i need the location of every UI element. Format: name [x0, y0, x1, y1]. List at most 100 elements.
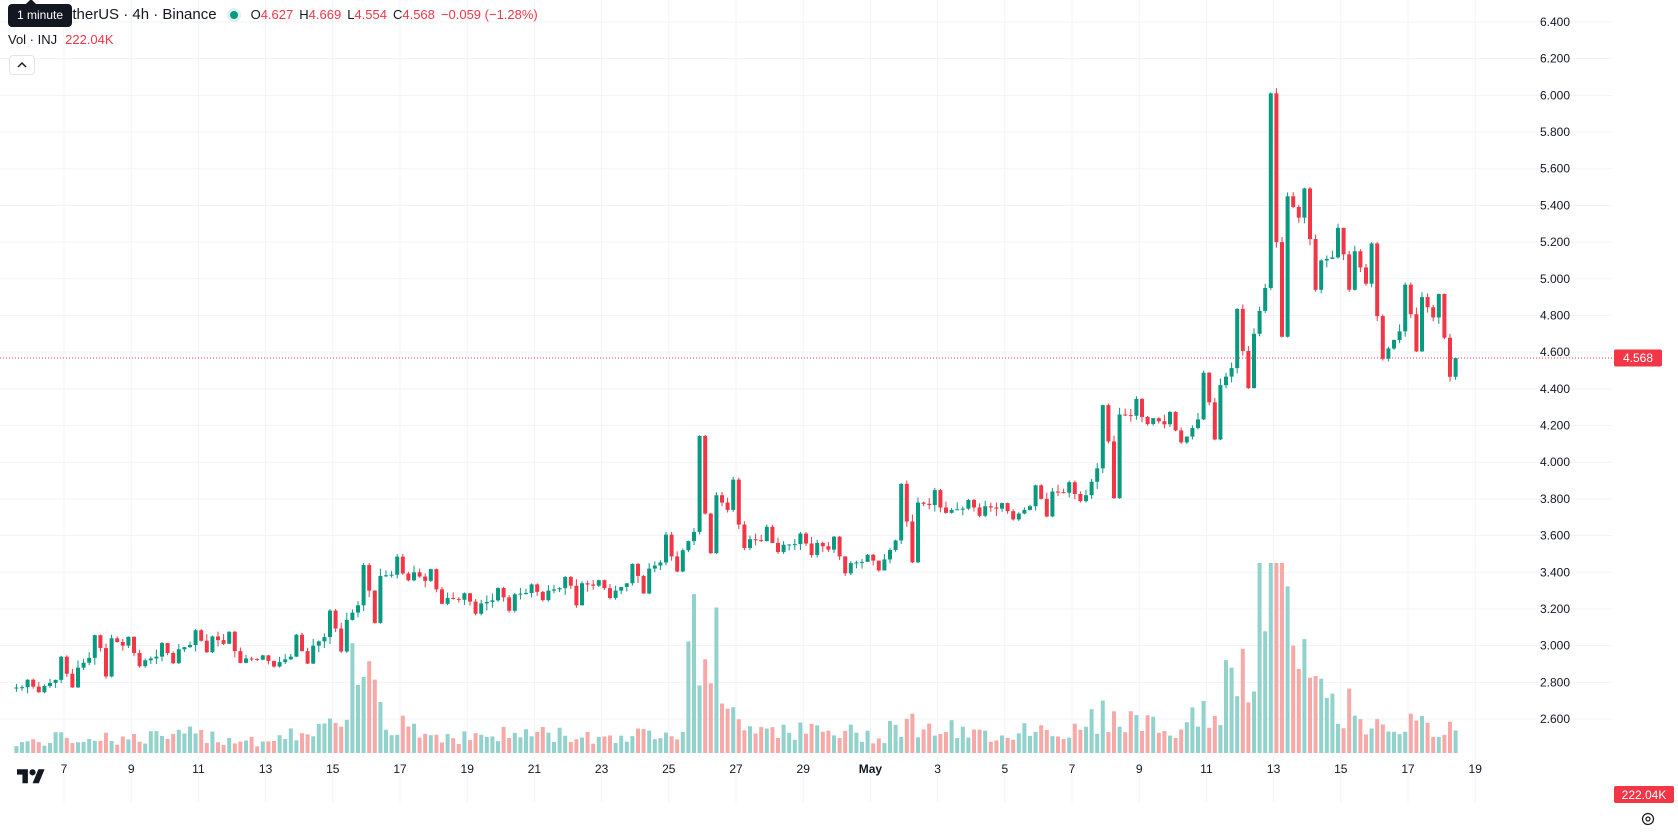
volume-bar [1050, 736, 1055, 753]
candle [462, 592, 467, 606]
volume-bar [770, 727, 775, 753]
volume-bar [1436, 737, 1441, 753]
candle [350, 609, 355, 621]
volume-bar [496, 741, 500, 753]
candle [1011, 509, 1016, 521]
volume-bar [1425, 722, 1430, 753]
candle [1000, 502, 1004, 512]
volume-bar [316, 723, 321, 753]
candle [423, 573, 428, 588]
volume-bar [199, 729, 204, 753]
volume-bar [238, 741, 243, 753]
volume-bar [120, 736, 125, 753]
candle [759, 534, 764, 542]
volume-bar [165, 738, 170, 753]
candle [238, 647, 243, 664]
candle [529, 583, 534, 598]
volume-bar [512, 732, 517, 753]
volume-bar [92, 740, 97, 753]
volume-bar [182, 733, 187, 753]
candle [92, 634, 97, 665]
volume-bar [630, 736, 635, 753]
volume-bar [277, 735, 282, 753]
volume-bar [652, 739, 657, 753]
volume-bar [574, 739, 579, 753]
volume-bar [932, 735, 937, 753]
volume-bar [59, 732, 64, 753]
candle [400, 553, 405, 575]
volume-legend-label[interactable]: Vol · INJ [8, 32, 58, 47]
candle [395, 553, 400, 579]
price-tick-label: 3.000 [1540, 639, 1570, 653]
candle [591, 579, 596, 590]
volume-bar [428, 735, 433, 753]
volume-bar [221, 744, 226, 753]
candle [1229, 362, 1234, 383]
volume-bar [148, 731, 153, 753]
candle [468, 593, 472, 606]
volume-bar [451, 738, 456, 753]
tradingview-logo-icon[interactable] [17, 765, 45, 789]
volume-bar [904, 718, 909, 753]
volume-bar [664, 732, 668, 753]
candle [574, 579, 579, 608]
candle [1061, 488, 1066, 494]
candle [266, 654, 271, 665]
volume-bar [333, 722, 338, 753]
candle [1352, 245, 1357, 291]
candle [630, 563, 635, 586]
price-tick-label: 4.800 [1540, 308, 1570, 322]
candle [339, 622, 344, 653]
candle [232, 630, 237, 658]
volume-bar [1033, 731, 1038, 753]
candle [563, 575, 568, 595]
candle [305, 647, 310, 664]
volume-bar [736, 719, 741, 753]
chevron-up-icon [17, 62, 27, 68]
volume-bar [714, 607, 719, 753]
price-tick-label: 5.200 [1540, 235, 1570, 249]
candle [748, 535, 752, 551]
ohlc-values: O4.627 H4.669 L4.554 C4.568 −0.059 (−1.2… [250, 7, 538, 22]
candle [652, 561, 657, 573]
candle [1302, 187, 1307, 224]
candle [809, 536, 814, 558]
volume-bar [1263, 631, 1268, 753]
gear-icon[interactable] [1640, 811, 1656, 827]
volume-bar [384, 729, 388, 753]
market-status-icon[interactable] [226, 7, 241, 22]
candle [20, 685, 24, 691]
collapse-legend-button[interactable] [9, 55, 35, 75]
candle [188, 641, 192, 648]
volume-bar [1179, 729, 1184, 753]
volume-bar [972, 729, 976, 753]
volume-bar [658, 738, 663, 753]
volume-legend-value: 222.04K [65, 32, 114, 47]
time-axis[interactable]: 7 9 11 13 15 17 19 21 23 25 27 29 May 3 5 7 9 11 13 15 17 19 [61, 762, 1483, 776]
price-series [14, 88, 1458, 694]
symbol-title[interactable]: etherUS · 4h · Binance [64, 6, 217, 23]
volume-bar [1296, 668, 1301, 753]
volume-bar [809, 723, 814, 753]
volume-bar [1089, 709, 1094, 753]
candle [137, 649, 142, 668]
volume-bar [70, 743, 75, 753]
price-axis[interactable]: 6.400 6.200 6.000 5.800 5.600 5.400 5.200 5.000… [1540, 15, 1570, 726]
volume-bar [266, 741, 271, 753]
candle [910, 514, 915, 564]
time-tick-label: 23 [595, 762, 609, 776]
volume-bar [518, 737, 523, 753]
candle [546, 585, 551, 602]
price-tick-label: 5.400 [1540, 198, 1570, 212]
candle [512, 593, 517, 613]
candle [686, 540, 691, 553]
candle [104, 643, 108, 679]
volume-bar [994, 740, 999, 753]
candle [176, 643, 181, 664]
price-tick-label: 4.000 [1540, 455, 1570, 469]
volume-bar [484, 736, 489, 753]
volume-bar [798, 722, 803, 753]
volume-bar [938, 734, 943, 753]
volume-bar [804, 733, 808, 753]
